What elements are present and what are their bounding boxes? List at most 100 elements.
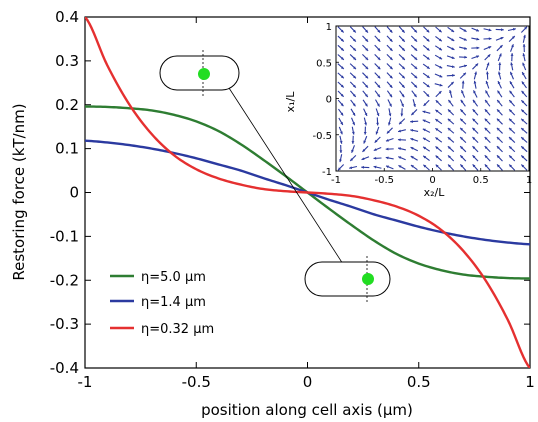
field-arrow-head [484, 127, 488, 131]
field-arrow-head [476, 46, 480, 50]
field-arrow-head [447, 118, 451, 122]
y-tick-label: -0.2 [50, 271, 79, 289]
field-arrow-head [339, 150, 343, 154]
field-arrow-head [410, 147, 414, 150]
field-arrow-head [521, 90, 525, 94]
field-arrow-head [374, 139, 378, 143]
field-arrow-head [486, 62, 490, 66]
field-arrow-head [340, 93, 344, 97]
field-arrow-head [484, 109, 488, 113]
field-arrow-head [414, 66, 418, 69]
field-arrow-head [510, 71, 513, 75]
field-arrow-head [488, 28, 492, 32]
field-arrow-head [521, 118, 525, 122]
field-arrow-head [509, 90, 513, 94]
field-arrow-head [484, 155, 488, 159]
field-arrow-head [448, 99, 452, 103]
field-arrow-head [521, 81, 525, 85]
field-arrow-head [361, 165, 364, 169]
field-arrow-head [423, 103, 427, 106]
field-arrow-head [496, 118, 500, 122]
field-arrow-head [426, 56, 430, 60]
field-arrow-head [426, 29, 430, 33]
field-arrow-head [361, 157, 365, 161]
field-arrow-head [389, 103, 392, 107]
field-arrow-head [365, 75, 369, 79]
field-arrow-head [498, 53, 502, 57]
field-arrow-head [340, 121, 343, 125]
field-arrow-head [451, 38, 455, 41]
field-arrow-head [376, 113, 380, 117]
field-arrow-head [410, 128, 414, 132]
cell-schematic-top [159, 50, 355, 282]
field-arrow-head [337, 167, 341, 171]
field-arrow-head [463, 38, 467, 41]
y-tick-label: 0.1 [55, 140, 79, 158]
field-arrow-head [365, 47, 369, 51]
field-arrow-head [340, 75, 344, 79]
field-arrow-head [460, 164, 464, 168]
inset-plot: -1 -0.5 0 0.5 1 1 0.5 0 -0.5 -1 x₂/L x₁/L [284, 22, 532, 199]
field-arrow-head [364, 103, 368, 107]
field-arrow-head [351, 141, 355, 144]
field-arrow-head [439, 83, 443, 87]
inset-y-tick-label: -1 [322, 167, 332, 178]
field-arrow-head [521, 137, 525, 140]
field-arrow-head [509, 109, 513, 113]
field-arrow-head [523, 34, 526, 38]
field-arrow-head [472, 99, 476, 103]
field-arrow-head [509, 100, 513, 104]
field-arrow-head [473, 90, 476, 94]
field-arrow-head [485, 90, 489, 94]
x-tick-label: 0.5 [407, 373, 431, 391]
inset-x-tick-label: -0.5 [374, 175, 394, 186]
field-arrow-head [426, 93, 430, 97]
field-arrow-head [522, 72, 525, 76]
field-arrow-head [485, 80, 489, 84]
inset-axis-ticks: -1 -0.5 0 0.5 1 1 0.5 0 -0.5 -1 [312, 22, 532, 186]
y-tick-label: -0.4 [50, 359, 79, 377]
field-arrow-head [426, 47, 430, 51]
field-arrow-head [385, 138, 389, 142]
field-arrow-head [349, 166, 353, 170]
field-arrow-head [501, 28, 504, 32]
field-arrow-head [352, 122, 355, 126]
field-arrow-head [377, 66, 381, 70]
field-arrow-head [352, 29, 356, 33]
field-arrow-head [340, 57, 344, 60]
field-arrow-head [496, 127, 500, 131]
field-arrow-head [426, 75, 430, 78]
inset-y-tick-label: -0.5 [312, 131, 332, 142]
cell-marker [198, 68, 210, 80]
field-arrow-head [460, 146, 464, 150]
field-arrow-head [509, 155, 513, 159]
field-arrow-head [340, 112, 344, 116]
field-arrow-head [496, 155, 500, 159]
x-tick-label: 1 [525, 373, 535, 391]
field-arrow-head [488, 37, 492, 41]
field-arrow-head [487, 54, 491, 58]
field-arrow-head [422, 137, 426, 141]
field-arrow-head [365, 84, 368, 88]
field-arrow-head [521, 164, 525, 168]
inset-y-tick-label: 1 [326, 22, 332, 33]
field-arrow-head [373, 148, 377, 151]
field-arrow-head [377, 38, 381, 42]
field-arrow-head [461, 90, 464, 94]
field-arrow-head [464, 55, 468, 59]
field-arrow-head [472, 146, 476, 150]
field-arrow-head [353, 57, 356, 60]
y-tick-label: 0.2 [55, 96, 79, 114]
inset-y-label: x₁/L [284, 91, 297, 113]
field-arrow-head [340, 84, 344, 88]
inset-x-tick-label: 1 [526, 175, 532, 186]
field-arrow-head [464, 46, 467, 50]
field-arrow-head [497, 81, 501, 85]
field-arrow-head [401, 47, 405, 51]
field-arrow-head [353, 75, 356, 79]
cell-outline [304, 261, 391, 297]
inset-x-tick-label: 0 [429, 175, 435, 186]
field-arrow-head [401, 38, 405, 42]
field-arrow-head [422, 119, 426, 123]
